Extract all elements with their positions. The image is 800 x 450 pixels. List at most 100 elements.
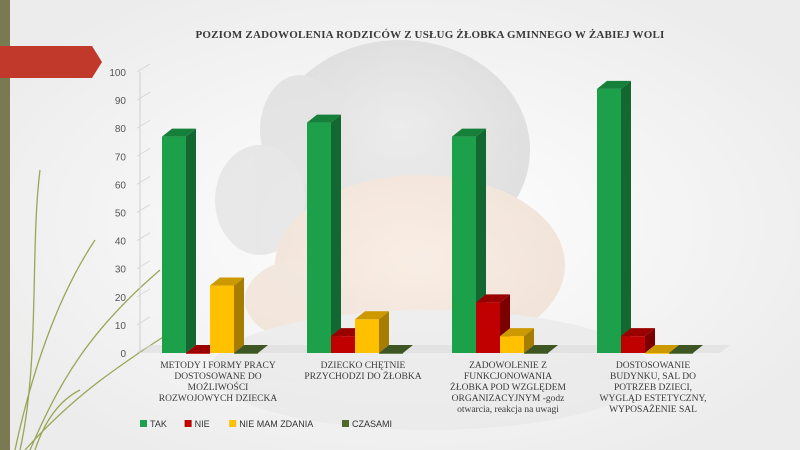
y-tick-label: 100 — [109, 68, 126, 79]
bar-side — [621, 80, 631, 354]
bar-nie-mam-zdania — [645, 345, 679, 354]
accent-tab — [0, 46, 102, 78]
y-tick-mark — [136, 147, 151, 157]
category-label: ZADOWOLENIE Z FUNKCJONOWANIA ŻŁOBKA POD WZ… — [450, 361, 566, 415]
legend-label: NIE — [195, 419, 210, 429]
legend-swatch — [342, 420, 349, 427]
legend-swatch — [229, 420, 237, 427]
y-tick-mark — [136, 232, 151, 241]
y-tick-label: 10 — [115, 321, 127, 332]
y-tick-label: 80 — [115, 124, 127, 135]
category-label-line: DOSTOSOWANIE — [616, 361, 690, 371]
category-label-line: ROZWOJOWYCH DZIECKA — [159, 394, 278, 404]
bar-top — [645, 345, 679, 353]
category-label-line: WYGLĄD ESTETYCZNY, — [600, 394, 707, 404]
y-tick-mark — [136, 119, 151, 129]
y-tick-mark — [136, 63, 151, 73]
category-label: METODY I FORMY PRACY DOSTOSOWANE DO MOŻLIW… — [159, 361, 278, 404]
category-label-line: FUNKCJONOWANIA — [464, 372, 552, 382]
bar-tak — [597, 80, 631, 354]
bar-top — [234, 345, 268, 353]
bar-top — [597, 80, 631, 89]
y-tick-mark — [136, 91, 151, 101]
bar-side — [186, 128, 196, 353]
y-tick-mark — [136, 176, 151, 185]
legend-swatch — [184, 420, 192, 427]
category-label-line: DOSTOSOWANE DO — [174, 372, 261, 382]
bar-czasami — [379, 345, 413, 354]
plot-area: 0 10 20 30 40 50 60 70 80 90 100 METODY I FORMY PRA… — [109, 63, 730, 415]
bar-top — [476, 294, 510, 303]
bar-front — [307, 122, 331, 353]
y-tick-label: 20 — [115, 293, 127, 304]
y-tick-mark — [136, 288, 151, 298]
legend-label: CZASAMI — [352, 419, 392, 429]
category-label-line: METODY I FORMY PRACY — [160, 361, 276, 371]
bar-side — [379, 311, 389, 353]
chart-floor — [140, 345, 730, 353]
chart-legend: TAK NIE NIE MAM ZDANIA CZASAMI — [140, 419, 392, 429]
y-tick-label: 70 — [115, 152, 127, 163]
bar-side — [331, 114, 341, 353]
bar-front — [524, 353, 548, 354]
bar-front — [355, 319, 379, 353]
bar-front — [379, 353, 403, 354]
y-tick-mark — [136, 316, 151, 326]
category-label-line: PRZYCHODZI DO ŻŁOBKA — [304, 370, 421, 382]
bar-front — [452, 136, 476, 353]
legend-swatch — [140, 420, 147, 427]
bar-top — [379, 345, 413, 353]
category-label-line: MOŻLIWOŚCI — [188, 381, 249, 393]
bar-front — [186, 353, 210, 354]
legend-item: NIE MAM ZDANIA — [229, 419, 313, 429]
category-label-line: ŻŁOBKA POD WZGLĘDEM — [450, 381, 566, 393]
legend-item: NIE — [184, 419, 210, 429]
bar-nie-mam-zdania — [210, 277, 244, 353]
bar-front — [331, 336, 355, 353]
bar-nie-mam-zdania — [500, 328, 534, 353]
bar-top — [500, 328, 534, 337]
category-label-line: WYPOSAŻENIE SAL — [609, 403, 697, 415]
y-tick-mark — [136, 344, 151, 354]
bar-front — [234, 353, 258, 354]
bar-tak — [162, 128, 196, 353]
y-tick-label: 50 — [115, 209, 127, 220]
left-stripe — [0, 0, 10, 450]
bar-top — [452, 128, 486, 137]
y-tick-label: 0 — [120, 349, 126, 360]
bar-top — [162, 128, 196, 137]
bar-side — [645, 328, 655, 353]
legend-item: TAK — [140, 419, 167, 429]
bar-top — [524, 345, 558, 353]
y-tick-label: 40 — [115, 237, 127, 248]
bar-czasami — [669, 345, 703, 354]
bar-front — [500, 336, 524, 353]
category-label-line: ZADOWOLENIE Z — [469, 361, 547, 371]
bar-czasami — [234, 345, 268, 354]
bar-front — [645, 353, 669, 354]
bar-front — [162, 136, 186, 353]
category-label: DOSTOSOWANIE BUDYNKU, SAL DO POTRZEB DZIEC… — [600, 361, 707, 415]
category-label-line: DZIECKO CHĘTNIE — [321, 361, 406, 371]
y-tick-mark — [136, 204, 151, 213]
legend-label: NIE MAM ZDANIA — [239, 419, 313, 429]
bar-top — [355, 311, 389, 320]
bar-nie — [621, 328, 655, 353]
category-label-line: otwarcia, reakcja na uwagi — [457, 405, 559, 415]
bar-tak — [452, 128, 486, 353]
category-label-line: BUDYNKU, SAL DO — [610, 372, 696, 382]
y-tick-label: 90 — [115, 96, 127, 107]
y-tick-mark — [136, 260, 151, 270]
bar-front — [210, 285, 234, 353]
bar-top — [621, 328, 655, 337]
y-tick-label: 60 — [115, 180, 127, 191]
bar-front — [476, 302, 500, 353]
bar-top — [307, 114, 341, 123]
y-tick-label: 30 — [115, 265, 127, 276]
category-label-line: POTRZEB DZIECI, — [614, 383, 692, 393]
chart-title: POZIOM ZADOWOLENIA RODZICÓW Z USŁUG ŻŁOB… — [195, 29, 664, 41]
bar-top — [669, 345, 703, 353]
legend-item: CZASAMI — [342, 419, 392, 429]
legend-label: TAK — [150, 419, 167, 429]
category-label-line: ORGANIZACYJNYM -godz — [452, 394, 565, 404]
